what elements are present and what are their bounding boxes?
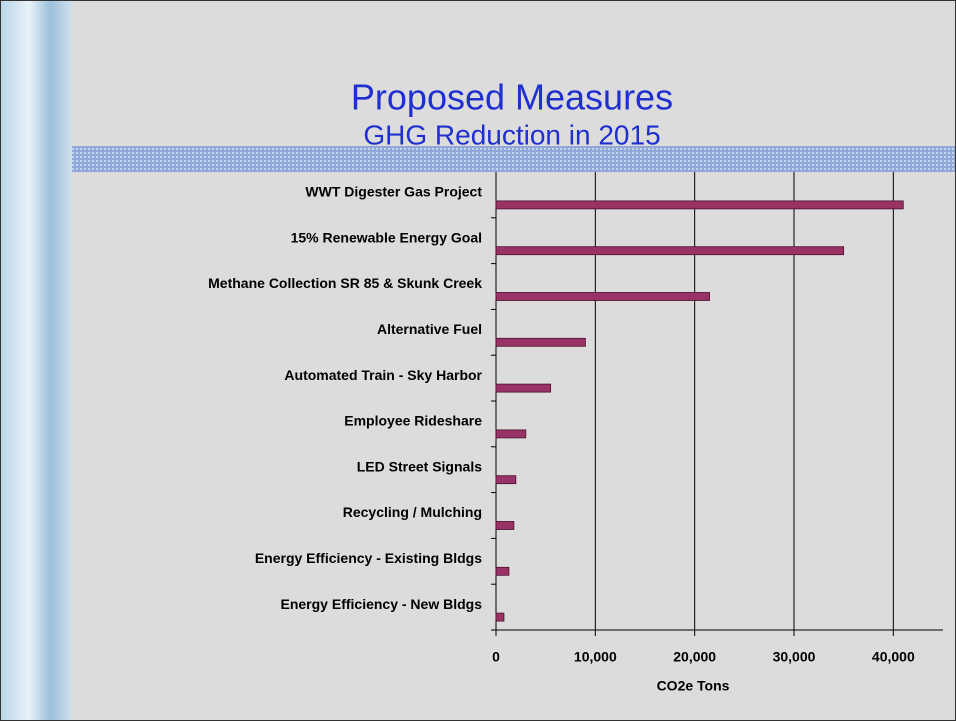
- bar: [495, 521, 515, 530]
- bar: [495, 612, 505, 622]
- bar: [495, 200, 904, 210]
- chart-subtitle: GHG Reduction in 2015: [363, 119, 660, 150]
- x-tick-label: 0: [492, 649, 500, 665]
- bar: [495, 337, 586, 347]
- bar: [495, 429, 527, 439]
- x-tick-label: 20,000: [673, 649, 716, 665]
- bar: [495, 292, 710, 301]
- bar: [495, 566, 510, 576]
- y-tick-label: 15% Renewable Energy Goal: [291, 229, 482, 245]
- x-tick-label: 10,000: [574, 649, 617, 665]
- y-tick-label: Employee Rideshare: [344, 413, 482, 429]
- x-axis-label: CO2e Tons: [657, 678, 730, 694]
- bar: [495, 475, 517, 485]
- band: [72, 146, 956, 172]
- side-image: [0, 0, 72, 721]
- x-tick-label: 40,000: [872, 649, 915, 665]
- y-tick-label: Methane Collection SR 85 & Skunk Creek: [208, 275, 482, 291]
- x-tick-label: 30,000: [773, 649, 816, 665]
- bar: [495, 383, 552, 393]
- y-tick-label: LED Street Signals: [357, 458, 482, 474]
- y-tick-label: Recycling / Mulching: [343, 504, 482, 520]
- y-tick-label: Energy Efficiency - Existing Bldgs: [255, 550, 482, 566]
- y-tick-label: Alternative Fuel: [377, 321, 482, 337]
- bar: [495, 246, 845, 256]
- y-tick-label: Energy Efficiency - New Bldgs: [281, 596, 483, 612]
- y-tick-label: Automated Train - Sky Harbor: [284, 367, 482, 383]
- chart-title: Proposed Measures: [351, 77, 673, 118]
- y-tick-label: WWT Digester Gas Project: [305, 184, 482, 200]
